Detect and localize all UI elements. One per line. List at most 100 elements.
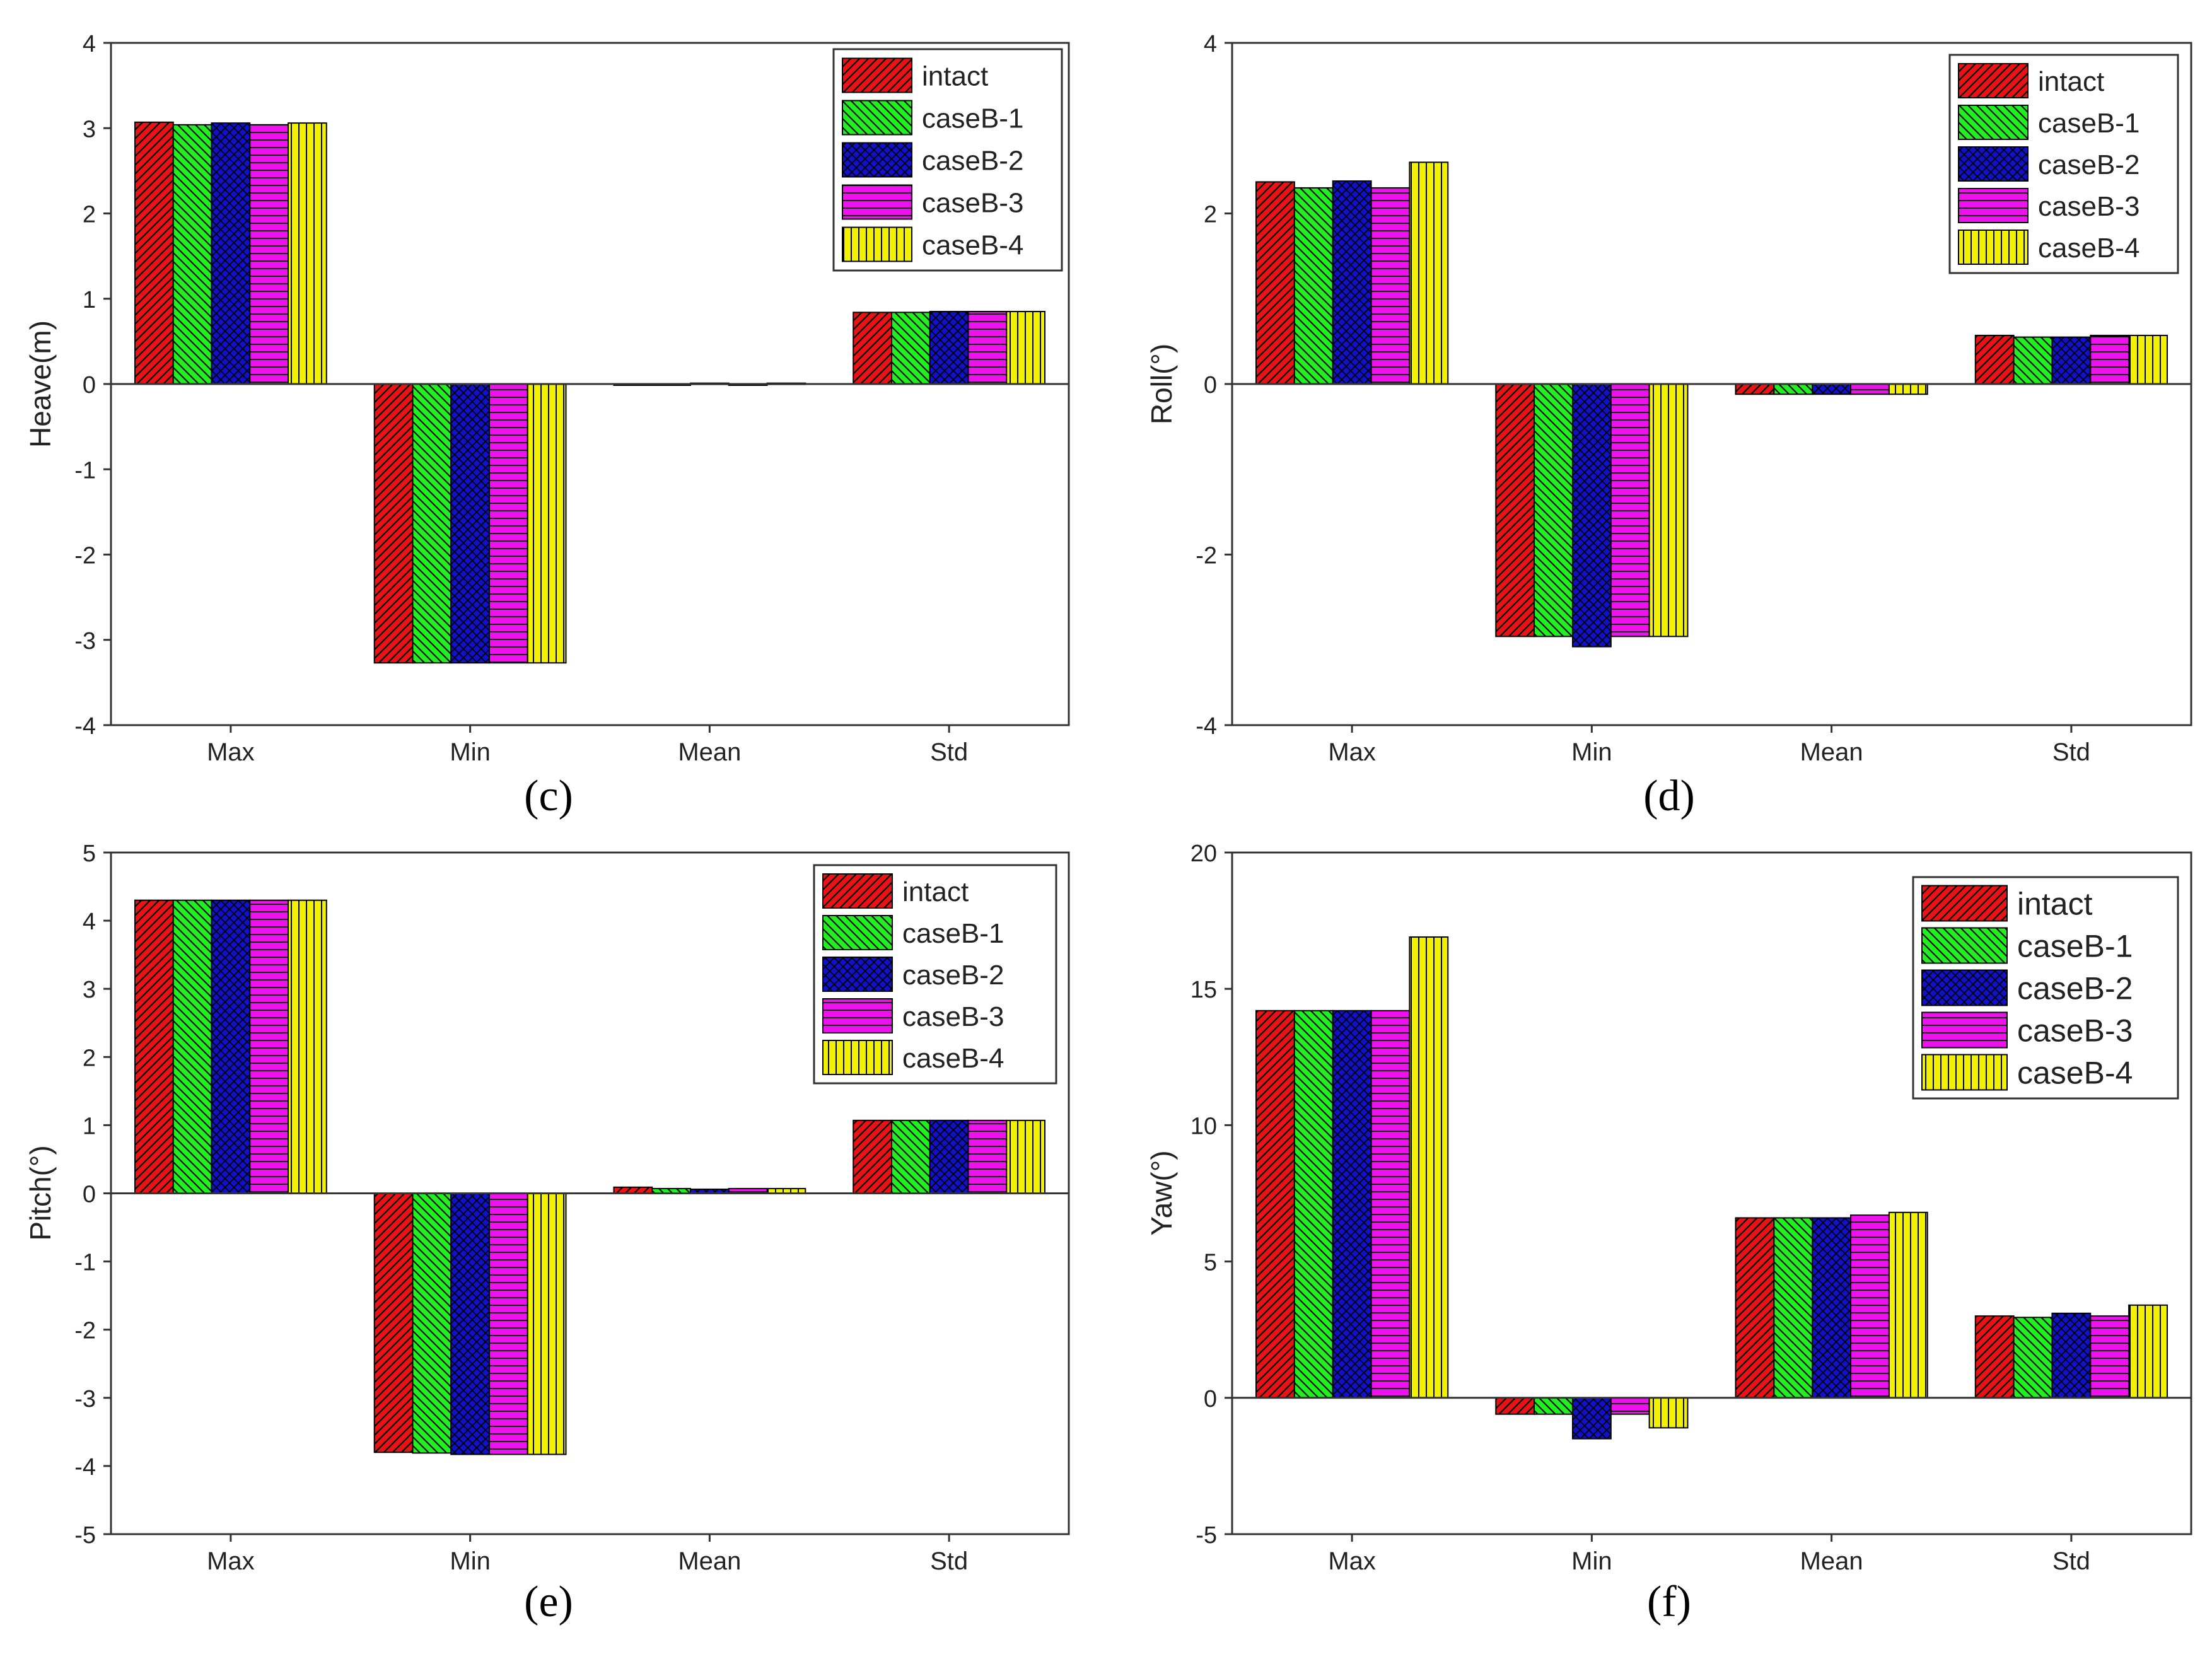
legend-label: caseB-1 — [2038, 108, 2139, 139]
legend-item-caseb-1: caseB-1 — [842, 100, 1023, 136]
bar-caseb-1-min — [1534, 1397, 1573, 1415]
legend-item-intact: intact — [822, 873, 969, 909]
bar-intact-max — [1255, 181, 1295, 385]
bar-hatch — [2128, 334, 2168, 385]
bar-hatch — [967, 311, 1008, 385]
bar-intact-std — [853, 1119, 892, 1194]
chart-panel-c: -4 -3 -2 -1 0 1 2 3 4 Heave(m) Max Min Mean Std intact… — [24, 31, 1070, 820]
bar-hatch — [1332, 1010, 1372, 1399]
legend-swatch — [822, 957, 893, 992]
legend-item-caseb-3: caseB-3 — [1921, 1011, 2133, 1049]
legend-item-intact: intact — [1921, 885, 2093, 922]
legend-label: intact — [922, 61, 988, 91]
bar-caseb-4-mean — [1888, 1211, 1928, 1399]
y-tick-label: 2 — [83, 202, 96, 228]
y-tick-label: -2 — [1196, 543, 1217, 569]
panel-label: (f) — [1647, 1578, 1691, 1626]
bar-caseb-1-std — [890, 1119, 931, 1194]
bar-hatch — [172, 899, 212, 1194]
bar-caseb-2-min — [450, 1192, 491, 1455]
y-tick-label: -2 — [74, 1318, 96, 1344]
y-axis-label: Yaw(°) — [1145, 1150, 1178, 1235]
bar-hatch — [1610, 1397, 1650, 1415]
y-tick-label: -4 — [1196, 713, 1217, 740]
plot-frame — [1231, 851, 2192, 1535]
y-tick-label: 1 — [83, 287, 96, 313]
bar-caseb-2-min — [1571, 383, 1612, 648]
bar-hatch — [2090, 1315, 2130, 1399]
y-tick-label: 0 — [83, 1182, 96, 1208]
y-tick-label: 0 — [83, 372, 96, 399]
bar-caseb-2-mean — [1812, 383, 1852, 395]
bar-hatch — [1888, 383, 1928, 395]
bar-caseb-1-max — [1293, 1010, 1334, 1399]
legend-label: caseB-2 — [2038, 149, 2139, 180]
legend-item-caseb-4: caseB-4 — [822, 1040, 1004, 1075]
bar-hatch — [1534, 383, 1573, 637]
bar-hatch — [929, 311, 969, 385]
y-tick-label: 0 — [1204, 372, 1217, 399]
x-tick-label-mean: Mean — [678, 738, 741, 766]
legend-label: caseB-1 — [902, 918, 1004, 949]
bar-caseb-4-max — [288, 899, 327, 1194]
bar-hatch — [929, 1119, 969, 1194]
y-tick-label: 4 — [83, 909, 96, 935]
bar-caseb-2-std — [2051, 1312, 2092, 1399]
x-tick-label-max: Max — [207, 1547, 255, 1575]
chart-panel-f: -5 0 5 10 15 20 Yaw(°) Max Min Mean Std intact caseB… — [1145, 841, 2192, 1626]
legend-label: caseB-1 — [2017, 929, 2133, 964]
bar-caseb-1-std — [2013, 1317, 2053, 1399]
bar-caseb-4-std — [2128, 1304, 2168, 1399]
legend-swatch — [1958, 146, 2029, 182]
legend-item-caseb-3: caseB-3 — [822, 998, 1004, 1033]
legend-item-caseb-4: caseB-4 — [1958, 230, 2139, 265]
bar-hatch — [1255, 1010, 1295, 1399]
legend-swatch — [1921, 927, 2008, 964]
bar-caseb-2-min — [450, 383, 491, 664]
bar-caseb-2-std — [2051, 336, 2092, 385]
bar-hatch — [489, 1192, 528, 1455]
bar-hatch — [967, 1119, 1008, 1194]
legend-swatch — [1958, 188, 2029, 223]
y-tick-label: 0 — [1204, 1386, 1217, 1412]
y-tick-label: 1 — [83, 1113, 96, 1139]
x-tick-label-std: Std — [2052, 1547, 2090, 1575]
x-tick-label-max: Max — [1328, 738, 1376, 766]
y-axis-label: Pitch(°) — [24, 1145, 57, 1240]
bar-hatch — [2013, 336, 2053, 385]
bar-caseb-3-mean — [1850, 1214, 1890, 1399]
bar-hatch — [1293, 187, 1334, 385]
bar-caseb-1-max — [172, 124, 212, 385]
legend: intact caseB-1 caseB-2 caseB-3 caseB-4 — [1912, 876, 2179, 1100]
x-tick-label-min: Min — [450, 738, 490, 766]
bar-caseb-1-max — [172, 899, 212, 1194]
bar-caseb-1-std — [2013, 336, 2053, 385]
bar-hatch — [211, 122, 251, 385]
bar-caseb-3-std — [967, 311, 1008, 385]
bar-hatch — [1495, 1397, 1535, 1415]
legend: intact caseB-1 caseB-2 caseB-3 caseB-4 — [1948, 54, 2179, 274]
legend-swatch — [842, 226, 912, 262]
bar-hatch — [1006, 1119, 1046, 1194]
legend-item-caseb-1: caseB-1 — [822, 915, 1004, 950]
bar-caseb-3-min — [489, 1192, 528, 1455]
bar-hatch — [450, 1192, 491, 1455]
legend-item-caseb-2: caseB-2 — [842, 142, 1023, 178]
bar-hatch — [1409, 936, 1449, 1399]
legend-item-caseb-2: caseB-2 — [822, 957, 1004, 992]
x-tick-label-min: Min — [450, 1547, 490, 1575]
legend-swatch — [822, 873, 893, 909]
bar-hatch — [1850, 383, 1890, 395]
bar-hatch — [1773, 383, 1813, 395]
bar-caseb-4-min — [1648, 1397, 1689, 1429]
y-tick-label: 15 — [1190, 977, 1217, 1003]
x-tick-label-min: Min — [1571, 1547, 1612, 1575]
bar-hatch — [1850, 1214, 1890, 1399]
bar-hatch — [134, 121, 174, 385]
bar-hatch — [1409, 161, 1449, 385]
bar-hatch — [1888, 1211, 1928, 1399]
bar-caseb-4-min — [527, 383, 567, 664]
bar-caseb-2-mean — [1812, 1217, 1852, 1399]
bar-hatch — [1974, 1315, 2015, 1399]
